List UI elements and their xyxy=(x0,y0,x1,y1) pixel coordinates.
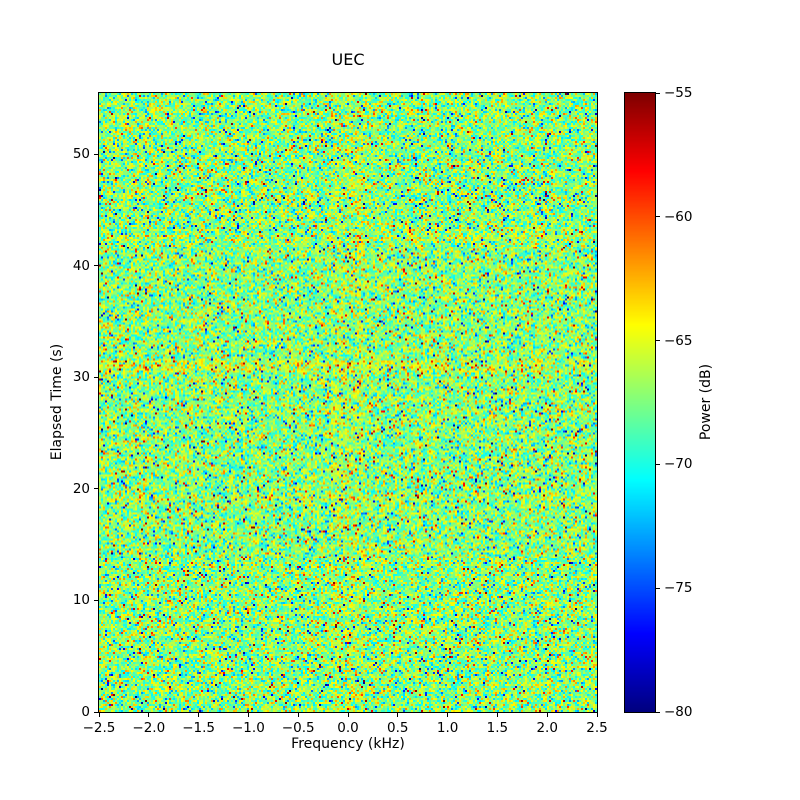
x-tick-label: 1.0 xyxy=(436,720,459,736)
x-tick-label: −1.0 xyxy=(232,720,265,736)
x-tick-label: 1.5 xyxy=(486,720,509,736)
colorbar-tick-mark xyxy=(656,340,660,342)
y-tick-mark xyxy=(94,265,98,267)
x-tick-label: −1.5 xyxy=(182,720,215,736)
x-tick-label: −0.5 xyxy=(281,720,315,736)
x-tick-mark xyxy=(347,713,349,717)
x-tick-label: −2.0 xyxy=(132,720,166,736)
x-tick-label: 0.0 xyxy=(337,720,359,736)
colorbar-tick-label: −70 xyxy=(664,456,693,473)
colorbar-tick-label: −55 xyxy=(664,85,693,101)
x-tick-mark xyxy=(496,713,498,717)
colorbar-tick-mark xyxy=(656,216,660,218)
y-tick-mark xyxy=(94,153,98,155)
x-tick-label: 2.0 xyxy=(536,720,558,736)
x-tick-label: −2.5 xyxy=(82,720,116,736)
x-tick-label: 0.5 xyxy=(387,720,409,736)
y-tick-mark xyxy=(94,711,98,713)
y-tick-mark xyxy=(94,376,98,378)
x-axis-label: Frequency (kHz) xyxy=(291,736,405,752)
x-tick-mark xyxy=(148,713,150,717)
spectrogram-heatmap xyxy=(99,93,597,712)
colorbar-tick-mark xyxy=(656,463,660,465)
y-tick-label: 0 xyxy=(81,704,90,720)
colorbar-tick-label: −75 xyxy=(664,580,693,597)
colorbar-tick-label: −60 xyxy=(664,208,693,225)
plot-title: UEC xyxy=(331,50,365,69)
colorbar-tick-mark xyxy=(656,587,660,589)
x-tick-mark xyxy=(447,713,449,717)
colorbar-label: Power (dB) xyxy=(698,363,714,441)
y-tick-mark xyxy=(94,599,98,601)
x-tick-mark xyxy=(98,713,100,717)
colorbar-gradient xyxy=(625,93,655,712)
y-tick-label: 50 xyxy=(72,146,90,163)
y-axis-label: Elapsed Time (s) xyxy=(49,343,65,461)
x-tick-mark xyxy=(546,713,548,717)
y-tick-label: 20 xyxy=(72,480,90,497)
colorbar-tick-label: −80 xyxy=(664,704,693,720)
colorbar-tick-mark xyxy=(656,92,660,94)
x-tick-mark xyxy=(397,713,399,717)
colorbar-tick-mark xyxy=(656,711,660,713)
x-tick-mark xyxy=(198,713,200,717)
x-tick-mark xyxy=(247,713,249,717)
y-tick-label: 10 xyxy=(72,592,90,609)
x-tick-mark xyxy=(596,713,598,717)
colorbar-tick-label: −65 xyxy=(664,332,693,349)
y-tick-mark xyxy=(94,488,98,490)
y-tick-label: 40 xyxy=(72,257,90,274)
x-tick-mark xyxy=(297,713,299,717)
x-tick-label: 2.5 xyxy=(586,720,608,736)
y-tick-label: 30 xyxy=(72,369,90,386)
